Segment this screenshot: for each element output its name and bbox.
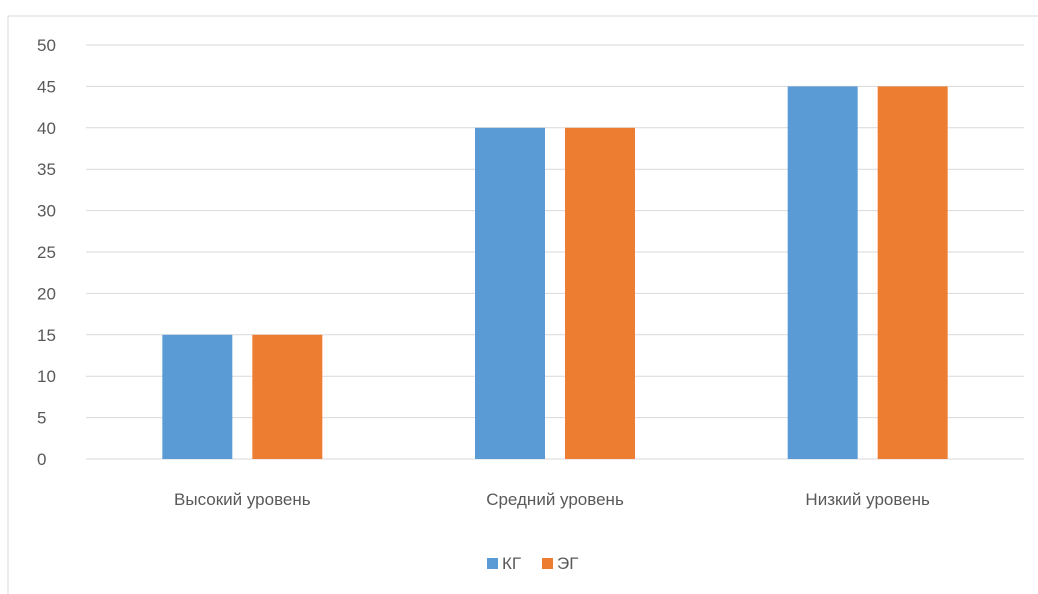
category-label: Высокий уровень bbox=[174, 490, 311, 509]
legend-swatch-ЭГ bbox=[542, 558, 553, 569]
bar-ЭГ-2 bbox=[877, 86, 948, 460]
y-tick-label: 20 bbox=[37, 284, 56, 303]
bar-КГ-1 bbox=[475, 127, 545, 460]
y-axis-ticks: 0 5 10 15 20 25 30 35 40 45 50 bbox=[37, 36, 56, 469]
category-label: Средний уровень bbox=[486, 490, 624, 509]
y-tick-label: 10 bbox=[37, 367, 56, 386]
legend-label: КГ bbox=[502, 554, 521, 573]
y-tick-label: 40 bbox=[37, 119, 56, 138]
bars bbox=[162, 86, 948, 460]
y-tick-label: 45 bbox=[37, 77, 56, 96]
y-tick-label: 5 bbox=[37, 409, 46, 428]
legend-swatch-КГ bbox=[487, 558, 498, 569]
bar-ЭГ-0 bbox=[252, 334, 323, 459]
category-label: Низкий уровень bbox=[805, 490, 930, 509]
gridlines bbox=[86, 44, 1024, 460]
legend-label: ЭГ bbox=[557, 554, 578, 573]
legend: КГ ЭГ bbox=[487, 554, 578, 573]
y-tick-label: 30 bbox=[37, 202, 56, 221]
y-tick-label: 25 bbox=[37, 243, 56, 262]
category-labels: Высокий уровень Средний уровень Низкий уро… bbox=[174, 490, 930, 509]
y-tick-label: 35 bbox=[37, 160, 56, 179]
bar-КГ-2 bbox=[787, 86, 858, 460]
y-tick-label: 50 bbox=[37, 36, 56, 55]
bar-КГ-0 bbox=[162, 334, 233, 459]
bar-ЭГ-1 bbox=[565, 127, 635, 460]
y-tick-label: 0 bbox=[37, 450, 46, 469]
y-tick-label: 15 bbox=[37, 326, 56, 345]
